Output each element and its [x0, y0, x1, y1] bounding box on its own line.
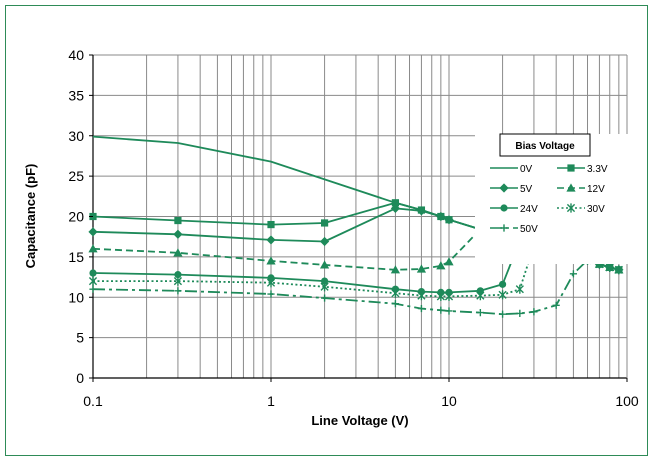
- data-point-30v: [391, 288, 400, 298]
- data-point-50v: [267, 290, 275, 298]
- data-point-3_3v: [320, 219, 329, 227]
- y-tick-label: 5: [76, 330, 84, 346]
- y-tick-label: 40: [68, 47, 84, 63]
- legend-marker: [499, 183, 509, 193]
- data-point-30v: [436, 291, 445, 302]
- legend-item-3_3v: 3.3V: [557, 164, 608, 175]
- x-tick-label: 1: [267, 393, 275, 409]
- y-tick-label: 35: [68, 87, 84, 103]
- legend-title-box: [499, 133, 591, 157]
- data-point-30v: [444, 291, 454, 302]
- data-point-24v: [498, 280, 507, 288]
- data-point-30v: [476, 291, 485, 301]
- data-point-50v: [552, 301, 560, 309]
- data-point-30v: [88, 276, 98, 286]
- data-point-12v: [390, 265, 401, 274]
- y-tick-label: 15: [68, 249, 84, 265]
- legend-marker: [566, 183, 576, 192]
- data-point-50v: [530, 308, 538, 316]
- data-point-50v: [476, 308, 484, 317]
- y-tick-label: 25: [68, 168, 84, 184]
- data-point-12v: [88, 244, 98, 253]
- legend-item-30v: 30V: [557, 203, 605, 215]
- data-point-24v: [267, 274, 275, 282]
- legend-label: 12V: [587, 184, 605, 195]
- data-point-50v: [320, 294, 329, 302]
- data-point-50v: [89, 285, 97, 293]
- legend-marker: [500, 224, 508, 232]
- legend-marker: [500, 204, 508, 212]
- data-point-30v: [173, 276, 183, 286]
- data-point-5v: [444, 215, 454, 225]
- data-point-12v: [266, 256, 276, 265]
- data-point-5v: [88, 227, 98, 237]
- data-point-24v: [320, 277, 329, 285]
- data-point-5v: [436, 211, 446, 222]
- data-point-3_3v: [174, 216, 182, 225]
- data-point-30v: [266, 278, 276, 288]
- data-point-3_3v: [267, 220, 275, 229]
- y-tick-label: 10: [68, 289, 84, 305]
- data-point-5v: [319, 236, 330, 247]
- data-point-50v: [606, 263, 614, 271]
- legend-marker: [567, 164, 575, 172]
- legend-label: 24V: [520, 204, 538, 215]
- data-point-50v: [437, 306, 445, 314]
- x-tick-label: 100: [615, 393, 639, 409]
- data-point-5v: [416, 206, 427, 216]
- data-point-50v: [391, 300, 400, 308]
- x-tick-label: 10: [441, 393, 457, 409]
- data-point-50v: [498, 310, 507, 318]
- data-point-12v: [436, 261, 446, 270]
- data-point-30v: [320, 282, 329, 292]
- y-tick-label: 0: [76, 370, 84, 386]
- data-point-12v: [416, 264, 427, 273]
- grid: [93, 54, 627, 378]
- y-tick-label: 30: [68, 128, 84, 144]
- legend-item-0v: 0V: [490, 164, 533, 175]
- legend-item-24v: 24V: [490, 204, 538, 215]
- legend-items: 0V 3.3V 5V 12V 24V 30V 50V: [490, 164, 608, 235]
- x-tick-label: 0.1: [83, 393, 103, 409]
- data-point-24v: [89, 269, 97, 277]
- data-point-5v: [173, 229, 183, 239]
- series-line-12v: [92, 228, 620, 271]
- data-point-50v: [569, 270, 578, 278]
- data-point-12v: [319, 260, 330, 269]
- data-point-5v: [266, 235, 276, 245]
- data-point-3_3v: [391, 199, 400, 207]
- legend-item-50v: 50V: [490, 224, 538, 235]
- legend-label: 3.3V: [587, 164, 608, 175]
- legend-label: 5V: [520, 184, 533, 195]
- data-point-50v: [516, 309, 524, 317]
- data-point-50v: [417, 304, 426, 313]
- data-point-5v: [390, 203, 401, 214]
- legend-item-12v: 12V: [557, 183, 605, 195]
- data-point-30v: [498, 290, 507, 300]
- y-tick-label: 20: [68, 209, 84, 225]
- legend-label: 0V: [520, 164, 533, 175]
- data-point-12v: [173, 248, 183, 257]
- data-point-24v: [174, 271, 182, 279]
- tick-labels: 0 5 10 15 20 25 30 35 40 0.1 1 10 100: [68, 47, 638, 409]
- data-point-12v: [444, 257, 454, 266]
- legend-label: 50V: [520, 224, 538, 235]
- x-axis-title: Line Voltage (V): [311, 413, 408, 428]
- legend-title: Bias Voltage: [515, 141, 575, 152]
- data-point-50v: [174, 287, 182, 295]
- legend: Bias Voltage 0V 3.3V 5V 12V 24V 30V 50V: [475, 133, 635, 264]
- legend-label: 30V: [587, 204, 605, 215]
- data-point-24v: [476, 287, 484, 295]
- data-point-30v: [515, 284, 524, 294]
- y-axis-title: Capacitance (pF): [23, 164, 38, 269]
- legend-item-5v: 5V: [490, 183, 533, 195]
- data-point-50v: [615, 266, 623, 274]
- data-point-30v: [417, 291, 426, 301]
- legend-marker: [566, 203, 576, 213]
- data-point-50v: [445, 307, 453, 315]
